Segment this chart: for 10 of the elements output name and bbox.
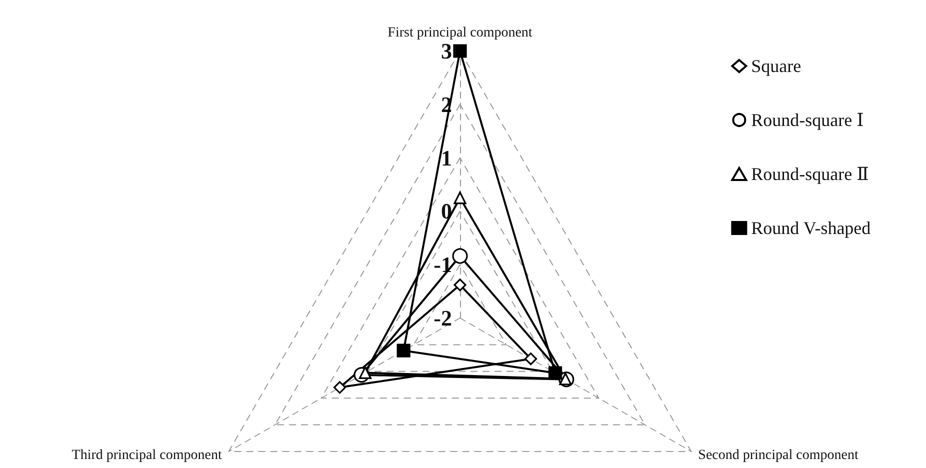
y-tick-label: 1 xyxy=(441,145,452,170)
legend-label: Round V-shaped xyxy=(751,218,871,238)
spoke-label: First principal component xyxy=(388,26,532,41)
spoke-label: Third principal component xyxy=(72,448,222,463)
legend-label: Round-square Ⅱ xyxy=(751,164,869,184)
spoke-label: Second principal component xyxy=(698,448,858,463)
y-tick-label: -2 xyxy=(434,306,452,330)
legend-label: Round-square Ⅰ xyxy=(751,110,864,130)
legend-label: Square xyxy=(751,56,802,76)
y-tick-label: 3 xyxy=(441,38,452,64)
